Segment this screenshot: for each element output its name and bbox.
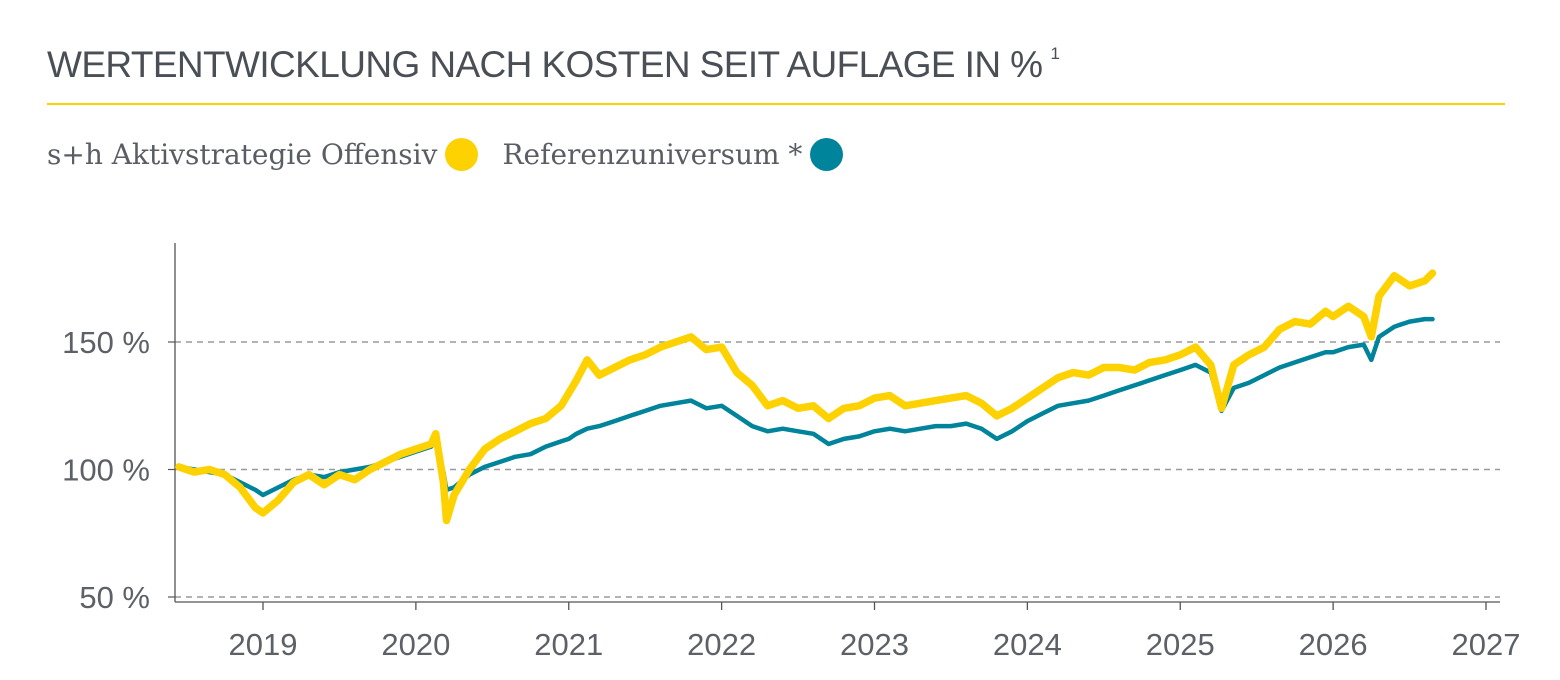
legend-item-referenzuniversum: Referenzuniversum * (502, 137, 844, 171)
title-underline (47, 103, 1505, 105)
label-layer: 50 % 100 % 150 % 2019 2020 2021 2022 2023 2024 20… (62, 325, 1520, 662)
legend-label-aktivstrategie: s+h Aktivstrategie Offensiv (47, 137, 438, 171)
x-tick-label-2021: 2021 (534, 627, 603, 662)
x-tick-label-2027: 2027 (1452, 627, 1521, 662)
x-tick-label-2020: 2020 (381, 627, 450, 662)
legend-item-aktivstrategie: s+h Aktivstrategie Offensiv (47, 137, 479, 171)
x-tick-label-2025: 2025 (1146, 627, 1215, 662)
axis-layer (168, 243, 1500, 610)
y-tick-label-50: 50 % (79, 580, 150, 615)
title-footnote: 1 (1050, 44, 1060, 63)
chart-legend: s+h Aktivstrategie Offensiv Referenzuniv… (47, 134, 867, 174)
x-tick-label-2022: 2022 (687, 627, 756, 662)
y-tick-label-100: 100 % (62, 453, 150, 488)
x-tick-label-2024: 2024 (993, 627, 1062, 662)
y-tick-label-150: 150 % (62, 325, 150, 360)
series-layer (175, 269, 1437, 525)
grid-layer (175, 341, 1500, 598)
chart-title: WERTENTWICKLUNG NACH KOSTEN SEIT AUFLAGE… (47, 44, 1060, 86)
series-line-aktivstrategie (175, 269, 1437, 525)
x-tick-label-2019: 2019 (229, 627, 298, 662)
legend-swatch-aktivstrategie (445, 137, 479, 171)
legend-swatch-referenzuniversum (810, 137, 844, 171)
x-tick-label-2026: 2026 (1299, 627, 1368, 662)
legend-label-referenzuniversum: Referenzuniversum * (502, 137, 803, 171)
x-tick-label-2023: 2023 (840, 627, 909, 662)
chart-title-text: WERTENTWICKLUNG NACH KOSTEN SEIT AUFLAGE… (47, 44, 1043, 85)
